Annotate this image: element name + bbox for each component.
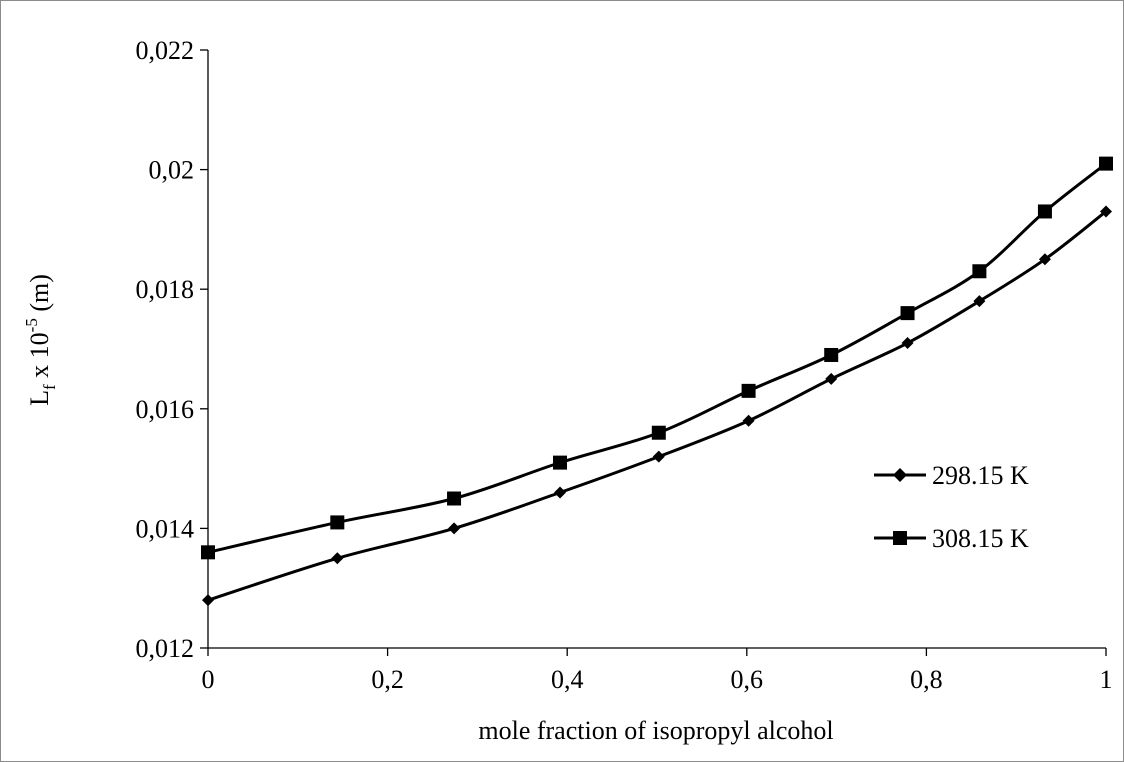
legend: 298.15 K 308.15 K xyxy=(874,461,1029,553)
data-point-square xyxy=(741,383,756,398)
data-point-square xyxy=(1037,204,1052,219)
data-point-square xyxy=(447,491,462,506)
x-tick-label: 0 xyxy=(202,665,215,694)
legend-item-298: 298.15 K xyxy=(874,461,1029,490)
data-point-square xyxy=(553,455,568,470)
legend-marker-diamond xyxy=(893,468,907,482)
y-axis-label-sup: -5 xyxy=(22,318,41,332)
legend-marker-square xyxy=(893,531,907,545)
x-tick-label: 0,6 xyxy=(731,665,764,694)
data-point-square xyxy=(824,347,839,362)
legend-label-308: 308.15 K xyxy=(932,524,1029,553)
y-tick-label: 0,018 xyxy=(136,275,195,304)
data-point-diamond xyxy=(448,522,461,535)
data-point-diamond xyxy=(202,594,214,607)
data-point-diamond xyxy=(554,486,567,499)
data-point-square xyxy=(651,425,666,440)
data-point-square xyxy=(201,545,215,560)
data-point-diamond xyxy=(1038,253,1051,266)
y-axis-label-main: L xyxy=(25,390,54,406)
y-tick-label: 0,016 xyxy=(136,395,195,424)
x-tick-label: 1 xyxy=(1100,665,1113,694)
x-axis-label: mole fraction of isopropyl alcohol xyxy=(478,716,833,745)
legend-label-298: 298.15 K xyxy=(932,461,1029,490)
data-point-diamond xyxy=(331,552,344,565)
legend-item-308: 308.15 K xyxy=(874,524,1029,553)
y-axis-label-tail: (m) xyxy=(25,274,54,318)
series-line-1 xyxy=(207,162,1107,554)
data-point-diamond xyxy=(973,295,986,308)
data-point-square xyxy=(330,515,345,530)
x-tick-label: 0,4 xyxy=(551,665,584,694)
x-tick-label: 0,8 xyxy=(910,665,943,694)
data-point-diamond xyxy=(652,450,665,463)
y-tick-label: 0,012 xyxy=(136,634,195,663)
y-axis-label: Lf x 10-5 (m) xyxy=(22,274,59,406)
data-point-square xyxy=(1099,156,1113,171)
y-axis-label-mid: x 10 xyxy=(25,332,54,384)
data-point-diamond xyxy=(825,372,838,385)
data-point-diamond xyxy=(1100,205,1112,218)
data-point-diamond xyxy=(901,337,914,350)
data-point-square xyxy=(972,264,987,279)
y-axis-label-sub: f xyxy=(40,384,59,390)
series-layer xyxy=(201,156,1113,607)
series-line-0 xyxy=(207,210,1107,602)
x-tick-label: 0,2 xyxy=(371,665,404,694)
data-point-square xyxy=(900,306,915,321)
y-tick-label: 0,014 xyxy=(136,514,195,543)
y-tick-label: 0,022 xyxy=(136,36,195,65)
data-point-diamond xyxy=(742,414,755,427)
y-ticks: 0,012 0,014 0,016 0,018 0,02 0,022 xyxy=(136,36,208,663)
y-tick-label: 0,02 xyxy=(149,156,195,185)
x-ticks: 0 0,2 0,4 0,6 0,8 1 xyxy=(202,648,1113,694)
